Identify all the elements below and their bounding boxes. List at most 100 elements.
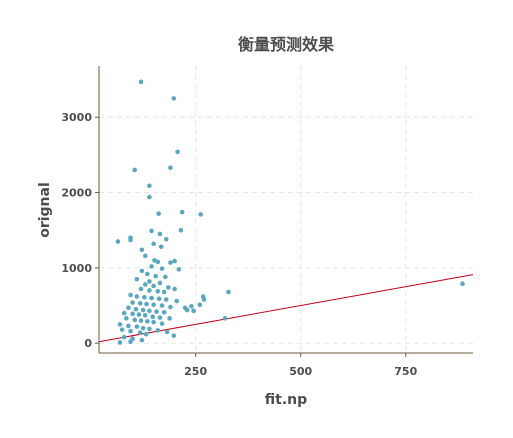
- data-point: [134, 276, 140, 282]
- data-point: [121, 310, 127, 316]
- data-point: [117, 322, 123, 327]
- y-axis-title: orignal: [37, 182, 53, 238]
- y-tick-label-1000: 1000: [61, 262, 92, 275]
- data-point: [144, 301, 149, 307]
- y-tick-label-2000: 2000: [61, 187, 92, 200]
- data-point: [137, 300, 143, 306]
- data-point: [145, 271, 150, 277]
- data-point: [167, 316, 172, 321]
- data-point: [460, 281, 465, 286]
- data-point: [147, 194, 152, 200]
- data-point: [138, 79, 144, 85]
- data-point: [139, 247, 145, 253]
- y-axis-ticks: 0 1000 2000 3000: [61, 111, 99, 350]
- data-point: [201, 297, 207, 302]
- data-point: [168, 304, 173, 310]
- data-point: [163, 297, 169, 302]
- x-tick-label-750: 750: [394, 365, 417, 378]
- data-point: [136, 312, 142, 317]
- data-point: [179, 209, 185, 215]
- data-point: [151, 319, 156, 325]
- data-point: [172, 258, 177, 264]
- data-point: [159, 321, 165, 326]
- data-point: [168, 165, 173, 170]
- y-tick-label-3000: 3000: [61, 111, 92, 124]
- data-point: [128, 328, 133, 334]
- data-point: [159, 266, 165, 271]
- data-point: [128, 292, 133, 298]
- data-points: [115, 79, 465, 345]
- data-point: [171, 333, 177, 338]
- data-point: [222, 316, 228, 321]
- data-point: [156, 211, 161, 216]
- data-point: [161, 289, 167, 295]
- x-axis-title: fit.np: [265, 392, 307, 408]
- data-point: [171, 96, 177, 101]
- data-point: [163, 274, 168, 280]
- data-point: [189, 303, 194, 309]
- y-tick-label-0: 0: [84, 337, 92, 350]
- data-point: [124, 316, 129, 321]
- chart-title: 衡量预测效果: [238, 35, 334, 54]
- data-point: [142, 313, 148, 318]
- grid-lines: [99, 66, 473, 353]
- data-point: [164, 329, 170, 335]
- data-point: [132, 167, 138, 173]
- data-point: [143, 331, 149, 337]
- data-point: [139, 268, 145, 274]
- data-point: [191, 308, 196, 314]
- data-point: [147, 279, 152, 284]
- data-point: [133, 307, 139, 312]
- data-point: [175, 149, 180, 155]
- data-point: [140, 307, 146, 313]
- data-point: [178, 227, 184, 233]
- data-point: [142, 294, 147, 300]
- data-point: [198, 212, 203, 217]
- data-point: [139, 337, 145, 343]
- data-point: [157, 280, 163, 286]
- data-point: [151, 302, 156, 308]
- data-point: [142, 253, 148, 259]
- data-point: [151, 283, 156, 289]
- data-point: [155, 259, 161, 265]
- data-point: [117, 340, 123, 345]
- data-point: [132, 317, 138, 323]
- data-point: [155, 288, 161, 294]
- data-point: [155, 328, 161, 333]
- reference-line: [98, 274, 474, 343]
- data-point: [226, 289, 231, 295]
- data-point: [147, 288, 152, 293]
- data-point: [197, 302, 203, 308]
- data-point: [153, 273, 159, 279]
- data-point: [157, 231, 163, 237]
- data-point: [134, 324, 140, 329]
- data-point: [126, 305, 131, 311]
- data-point: [149, 264, 154, 269]
- data-point: [151, 241, 156, 247]
- data-point: [130, 311, 135, 317]
- x-axis-ticks: 250 500 750: [184, 353, 418, 378]
- data-point: [130, 300, 135, 305]
- data-point: [142, 282, 148, 287]
- data-point: [174, 298, 180, 304]
- data-point: [158, 244, 164, 250]
- data-point: [121, 334, 127, 340]
- data-point: [149, 228, 154, 234]
- data-point: [134, 294, 140, 299]
- data-point: [147, 183, 152, 189]
- data-point: [184, 307, 190, 313]
- data-point: [168, 260, 173, 265]
- data-point: [176, 267, 182, 272]
- data-point: [150, 314, 156, 320]
- data-point: [163, 236, 169, 242]
- data-point: [147, 308, 152, 314]
- data-point: [119, 327, 125, 332]
- data-point: [128, 235, 133, 241]
- data-point: [166, 285, 171, 290]
- data-point: [147, 326, 152, 332]
- data-point: [126, 323, 131, 329]
- data-point: [172, 286, 177, 292]
- data-point: [149, 295, 154, 301]
- data-point: [159, 303, 165, 308]
